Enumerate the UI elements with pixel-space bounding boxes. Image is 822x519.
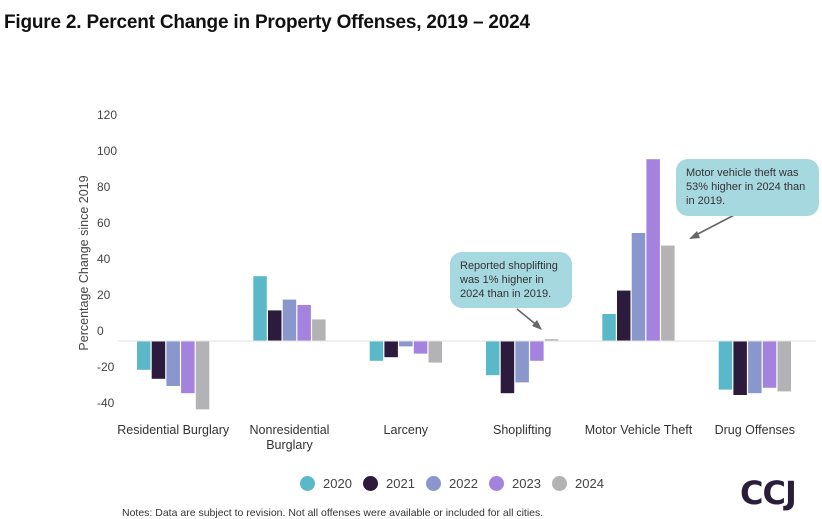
legend-swatch — [363, 476, 378, 491]
category-label: Drug Offenses — [715, 423, 795, 437]
y-tick-label: 120 — [97, 108, 117, 122]
bar-2024 — [312, 319, 326, 341]
bar-2024 — [544, 339, 559, 341]
category-label: Motor Vehicle Theft — [585, 423, 693, 437]
bar-2020 — [253, 276, 267, 341]
bar-2024 — [777, 341, 791, 392]
category-label: Shoplifting — [493, 423, 551, 437]
legend-label: 2024 — [575, 476, 604, 491]
notes: Notes: Data are subject to revision. Not… — [122, 507, 544, 519]
shoplifting-callout: Reported shoplifting was 1% higher in 20… — [450, 252, 572, 308]
legend-item: 2024 — [552, 476, 604, 491]
bar-2020 — [137, 341, 151, 370]
legend-label: 2020 — [323, 476, 352, 491]
shoplifting-arrowhead — [532, 320, 542, 330]
y-axis-label: Percentage Change since 2019 — [77, 175, 91, 350]
legend-item: 2023 — [489, 476, 541, 491]
bar-2024 — [195, 341, 210, 410]
bar-2022 — [515, 341, 529, 383]
arrows — [516, 211, 741, 330]
chart-title: Figure 2. Percent Change in Property Off… — [4, 12, 530, 33]
motor-vehicle-callout: Motor vehicle theft was 53% higher in 20… — [676, 159, 819, 216]
legend-item: 2021 — [363, 476, 415, 491]
bar-2022 — [631, 233, 646, 341]
category-label: Larceny — [384, 423, 429, 437]
bar-2024 — [428, 341, 442, 363]
y-tick-label: 100 — [97, 144, 117, 158]
motor-vehicle-arrowhead — [689, 231, 700, 239]
category-label: Residential Burglary — [117, 423, 230, 437]
y-tick-label: 0 — [97, 324, 104, 338]
bar-2021 — [384, 341, 398, 358]
bar-2021 — [733, 341, 747, 395]
bar-2023 — [530, 341, 544, 361]
bar-2023 — [413, 341, 428, 354]
legend-swatch — [426, 476, 441, 491]
category-label: Burglary — [266, 438, 313, 452]
bar-2023 — [762, 341, 777, 388]
bar-2020 — [369, 341, 384, 361]
bar-2022 — [748, 341, 762, 394]
legend-label: 2023 — [512, 476, 541, 491]
legend-item: 2020 — [300, 476, 352, 491]
motor-vehicle-arrow — [693, 211, 741, 237]
bar-2022 — [282, 299, 297, 341]
y-tick-label: 60 — [97, 216, 111, 230]
y-tick-label: 20 — [97, 288, 111, 302]
bar-2020 — [486, 341, 500, 376]
legend-label: 2022 — [449, 476, 478, 491]
ccj-logo: CCJ — [740, 474, 797, 512]
bar-2023 — [181, 341, 195, 394]
bar-2022 — [166, 341, 180, 386]
bar-2020 — [602, 314, 616, 341]
category-labels: Residential Burglary NonresidentialBurgla… — [117, 423, 795, 452]
bar-2021 — [268, 310, 282, 341]
bar-2020 — [718, 341, 733, 390]
category-label: Nonresidential — [250, 423, 330, 437]
y-tick-label: -40 — [97, 396, 115, 410]
bars-group — [137, 159, 791, 410]
bar-2021 — [500, 341, 515, 394]
legend-item: 2022 — [426, 476, 478, 491]
y-tick-label: -20 — [97, 360, 115, 374]
bar-2022 — [399, 341, 413, 347]
bar-2023 — [297, 305, 311, 341]
legend: 2020 2021 2022 2023 2024 — [0, 476, 822, 496]
legend-swatch — [300, 476, 315, 491]
bar-2021 — [151, 341, 166, 379]
legend-swatch — [489, 476, 504, 491]
bar-2023 — [646, 159, 660, 341]
legend-swatch — [552, 476, 567, 491]
y-axis: 120 100 80 60 40 20 0 -20 -40 — [97, 108, 117, 410]
bar-chart: 120 100 80 60 40 20 0 -20 -40 Residential Burgla… — [77, 108, 816, 452]
y-tick-label: 40 — [97, 252, 111, 266]
y-tick-label: 80 — [97, 180, 111, 194]
legend-label: 2021 — [386, 476, 415, 491]
bar-2024 — [661, 245, 675, 341]
bar-2021 — [617, 290, 631, 341]
